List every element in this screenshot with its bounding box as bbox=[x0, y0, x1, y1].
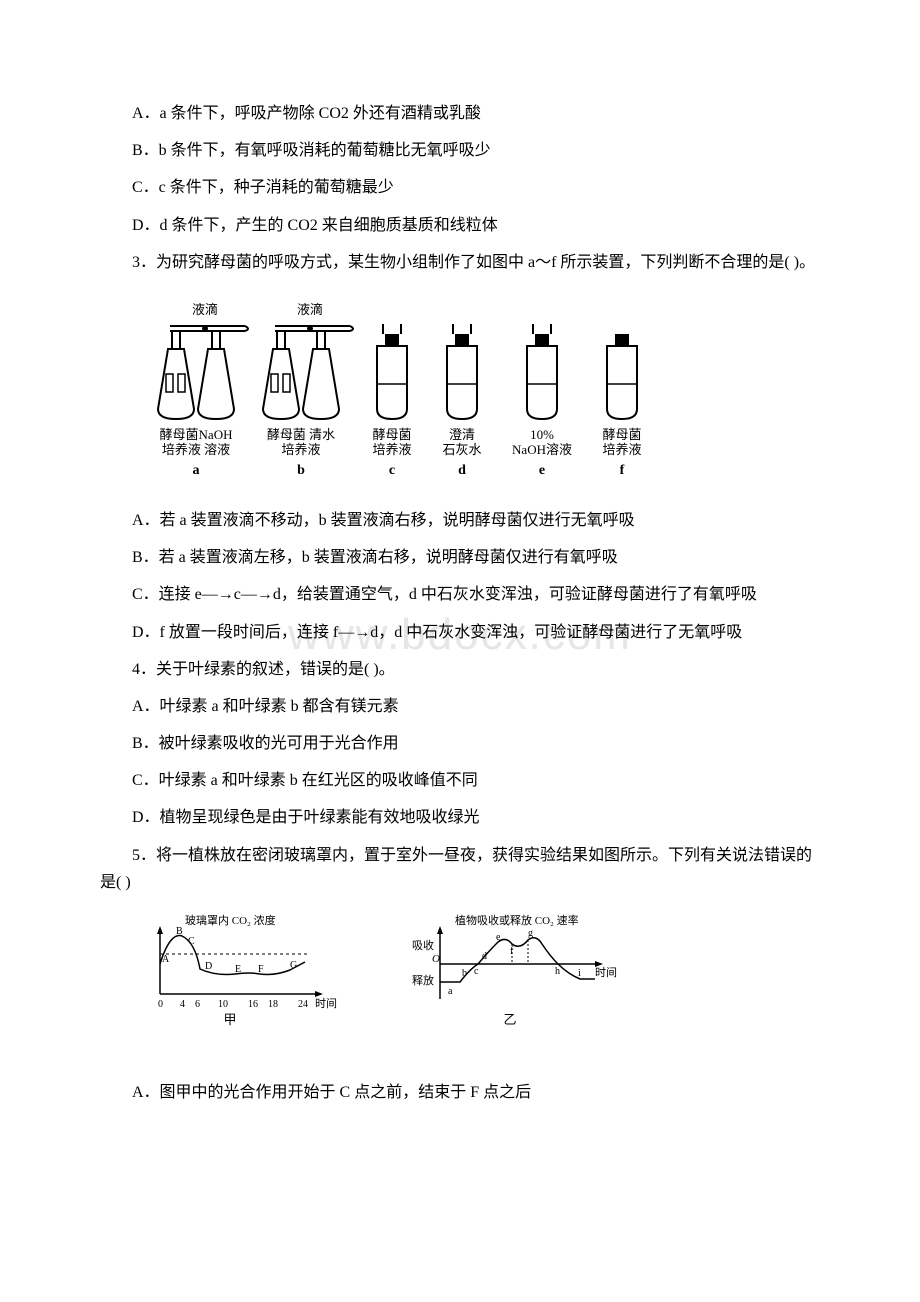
q3-option-b: B．若 a 装置液滴左移，b 装置液滴右移，说明酵母菌仅进行有氧呼吸 bbox=[100, 544, 820, 571]
svg-text:0: 0 bbox=[158, 999, 163, 1010]
flask-e-line2: NaOH溶液 bbox=[512, 442, 572, 457]
q3-stem: 3．为研究酵母菌的呼吸方式，某生物小组制作了如图中 a～f 所示装置，下列判断不… bbox=[100, 249, 820, 276]
svg-text:O: O bbox=[432, 953, 440, 965]
q3-figure: 液滴 酵母菌NaOH bbox=[140, 294, 820, 489]
svg-text:G: G bbox=[290, 960, 297, 971]
svg-text:c: c bbox=[474, 966, 479, 977]
flask-b-line1: 酵母菌 清水 bbox=[267, 427, 335, 442]
q2-option-b: B．b 条件下，有氧呼吸消耗的葡萄糖比无氧呼吸少 bbox=[100, 137, 820, 164]
svg-text:18: 18 bbox=[268, 999, 278, 1010]
drop-label-b: 液滴 bbox=[297, 302, 323, 317]
q5-option-a: A．图甲中的光合作用开始于 C 点之前，结束于 F 点之后 bbox=[100, 1079, 820, 1106]
svg-text:D: D bbox=[205, 961, 212, 972]
flask-d-id: d bbox=[458, 463, 466, 478]
q4-stem: 4．关于叶绿素的叙述，错误的是( )。 bbox=[100, 656, 820, 683]
q4-option-d: D．植物呈现绿色是由于叶绿素能有效地吸收绿光 bbox=[100, 804, 820, 831]
flask-a-line2: 培养液 溶液 bbox=[162, 442, 230, 457]
flask-a-line1: 酵母菌NaOH bbox=[160, 427, 233, 442]
svg-text:e: e bbox=[496, 932, 501, 943]
graph-yi: 植物吸收或释放 CO₂ 速率 吸收 释放 O bbox=[400, 914, 620, 1049]
flask-b-id: b bbox=[297, 463, 305, 478]
q2-option-d: D．d 条件下，产生的 CO2 来自细胞质基质和线粒体 bbox=[100, 212, 820, 239]
flask-a-id: a bbox=[193, 463, 200, 478]
flask-c-line1: 酵母菌 bbox=[372, 427, 411, 442]
drop-label-a: 液滴 bbox=[192, 302, 218, 317]
svg-text:6: 6 bbox=[195, 999, 200, 1010]
flask-f-line1: 酵母菌 bbox=[602, 427, 641, 442]
q3-option-d: D．f 放置一段时间后，连接 f―→d，d 中石灰水变浑浊，可验证酵母菌进行了无… bbox=[100, 619, 820, 646]
svg-text:B: B bbox=[176, 926, 183, 937]
graph2-title: 植物吸收或释放 CO₂ 速率 bbox=[455, 914, 579, 927]
q2-option-c: C．c 条件下，种子消耗的葡萄糖最少 bbox=[100, 174, 820, 201]
flask-c-line2: 培养液 bbox=[372, 442, 411, 457]
flask-devices-svg: 液滴 酵母菌NaOH bbox=[140, 294, 700, 484]
graph1-title: 玻璃罩内 CO₂ 浓度 bbox=[185, 914, 276, 927]
flask-c-id: c bbox=[389, 463, 395, 478]
svg-text:10: 10 bbox=[218, 999, 228, 1010]
svg-text:16: 16 bbox=[248, 999, 258, 1010]
q5-stem: 5．将一植株放在密闭玻璃罩内，置于室外一昼夜，获得实验结果如图所示。下列有关说法… bbox=[100, 842, 820, 896]
graph1-caption: 甲 bbox=[223, 1012, 236, 1027]
flask-f-line2: 培养液 bbox=[602, 442, 641, 457]
graph2-caption: 乙 bbox=[503, 1012, 516, 1027]
svg-text:时间: 时间 bbox=[315, 997, 337, 1010]
svg-text:吸收: 吸收 bbox=[412, 938, 434, 952]
svg-text:F: F bbox=[258, 964, 264, 975]
svg-text:d: d bbox=[482, 951, 487, 962]
svg-text:24: 24 bbox=[298, 999, 308, 1010]
graph-jia: 玻璃罩内 CO₂ 浓度 A B C D bbox=[140, 914, 340, 1049]
svg-text:时间: 时间 bbox=[595, 966, 617, 979]
q3-option-c: C．连接 e―→c―→d，给装置通空气，d 中石灰水变浑浊，可验证酵母菌进行了有… bbox=[100, 581, 820, 608]
svg-text:b: b bbox=[462, 968, 467, 979]
svg-text:f: f bbox=[510, 946, 514, 957]
q2-option-a: A．a 条件下，呼吸产物除 CO2 外还有酒精或乳酸 bbox=[100, 100, 820, 127]
svg-text:4: 4 bbox=[180, 999, 185, 1010]
svg-text:C: C bbox=[188, 936, 195, 947]
svg-text:E: E bbox=[235, 964, 241, 975]
svg-text:g: g bbox=[528, 928, 533, 939]
q5-figure: 玻璃罩内 CO₂ 浓度 A B C D bbox=[140, 914, 820, 1049]
q4-option-b: B．被叶绿素吸收的光可用于光合作用 bbox=[100, 730, 820, 757]
svg-text:h: h bbox=[555, 966, 560, 977]
svg-text:a: a bbox=[448, 986, 453, 997]
q3-option-a: A．若 a 装置液滴不移动，b 装置液滴右移，说明酵母菌仅进行无氧呼吸 bbox=[100, 507, 820, 534]
svg-text:释放: 释放 bbox=[412, 973, 434, 987]
flask-e-line1: 10% bbox=[530, 427, 554, 442]
q4-option-c: C．叶绿素 a 和叶绿素 b 在红光区的吸收峰值不同 bbox=[100, 767, 820, 794]
q4-option-a: A．叶绿素 a 和叶绿素 b 都含有镁元素 bbox=[100, 693, 820, 720]
svg-text:i: i bbox=[578, 968, 581, 979]
svg-text:A: A bbox=[162, 954, 170, 965]
flask-f-id: f bbox=[620, 463, 625, 478]
flask-d-line1: 澄清 bbox=[449, 427, 475, 442]
flask-b-line2: 培养液 bbox=[281, 442, 320, 457]
flask-d-line2: 石灰水 bbox=[442, 442, 481, 457]
flask-e-id: e bbox=[539, 463, 545, 478]
